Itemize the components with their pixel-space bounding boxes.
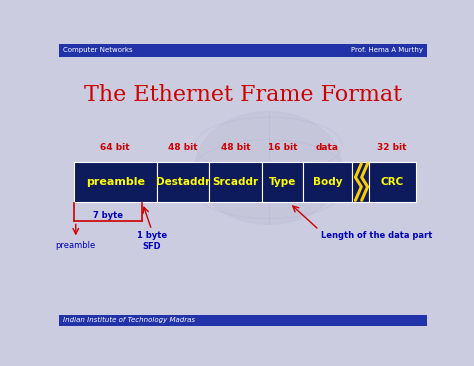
Text: The Ethernet Frame Format: The Ethernet Frame Format <box>84 84 402 106</box>
Text: preamble: preamble <box>86 177 145 187</box>
Text: Srcaddr: Srcaddr <box>212 177 258 187</box>
Text: Prof. Hema A Murthy: Prof. Hema A Murthy <box>351 48 423 53</box>
FancyBboxPatch shape <box>209 162 262 202</box>
Circle shape <box>195 112 342 224</box>
FancyBboxPatch shape <box>369 162 416 202</box>
Text: 32 bit: 32 bit <box>377 143 407 152</box>
Text: 48 bit: 48 bit <box>168 143 198 152</box>
FancyBboxPatch shape <box>59 315 427 326</box>
Text: Type: Type <box>269 177 296 187</box>
Text: 1 byte
SFD: 1 byte SFD <box>137 231 167 251</box>
Text: Body: Body <box>313 177 342 187</box>
Text: 64 bit: 64 bit <box>100 143 130 152</box>
Text: 7 byte: 7 byte <box>93 211 123 220</box>
Text: Destaddr: Destaddr <box>156 177 210 187</box>
FancyBboxPatch shape <box>59 44 427 57</box>
FancyBboxPatch shape <box>352 162 369 202</box>
Text: data: data <box>316 143 339 152</box>
FancyBboxPatch shape <box>303 162 352 202</box>
Text: CRC: CRC <box>381 177 404 187</box>
Text: Indian Institute of Technology Madras: Indian Institute of Technology Madras <box>63 317 195 324</box>
Text: preamble: preamble <box>55 241 96 250</box>
Text: Computer Networks: Computer Networks <box>63 48 133 53</box>
Text: Length of the data part: Length of the data part <box>321 231 432 240</box>
Text: 48 bit: 48 bit <box>220 143 250 152</box>
FancyBboxPatch shape <box>74 162 156 202</box>
Text: 16 bit: 16 bit <box>267 143 297 152</box>
FancyBboxPatch shape <box>156 162 209 202</box>
FancyBboxPatch shape <box>262 162 303 202</box>
